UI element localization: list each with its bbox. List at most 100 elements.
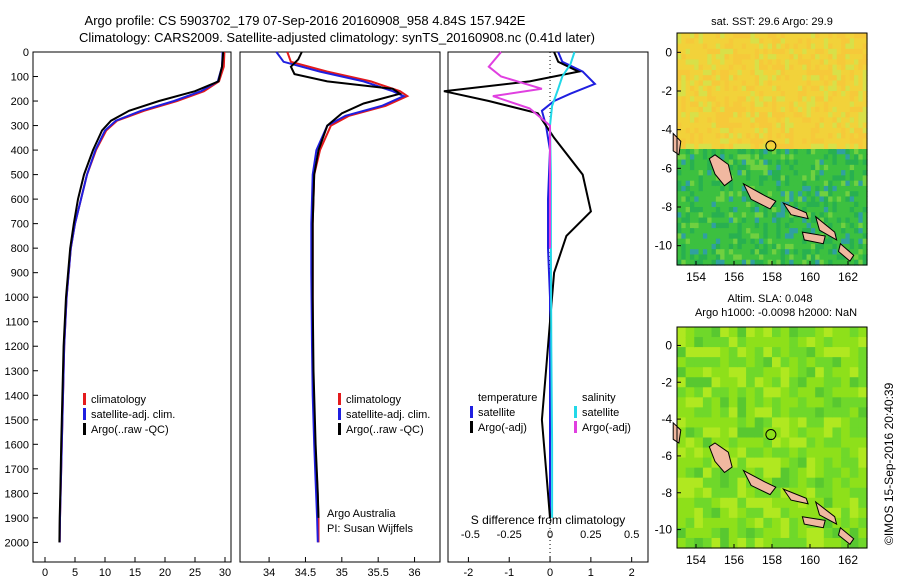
map-cell <box>759 185 764 192</box>
map-cell <box>810 106 816 113</box>
map-cell <box>862 43 868 50</box>
map-cell <box>677 54 682 60</box>
map-cell <box>746 517 756 529</box>
map-cell <box>694 387 704 398</box>
map-cell <box>728 327 739 338</box>
map-cell <box>832 85 838 92</box>
map-cell <box>858 154 864 161</box>
map-cell <box>862 138 868 145</box>
map-cell <box>780 217 786 224</box>
map-cell <box>728 254 734 261</box>
map-cell <box>681 149 687 155</box>
map-cell <box>784 54 790 60</box>
series-line-3 <box>487 51 551 249</box>
map-cell <box>862 175 868 182</box>
map-cell <box>836 170 842 176</box>
map-cell <box>819 212 825 219</box>
map-cell <box>728 133 734 140</box>
map-cell <box>802 180 808 187</box>
map-cell <box>694 159 700 166</box>
map-cell <box>828 170 834 176</box>
map-cell <box>746 259 752 266</box>
map-cell <box>845 238 851 245</box>
map-cell <box>823 75 829 82</box>
map-cell <box>685 337 695 348</box>
map-cell <box>707 112 713 118</box>
difference-panel: -2-1012T difference from climatology-0.5… <box>443 51 649 580</box>
map-cell <box>797 38 803 45</box>
map-cell <box>750 243 756 250</box>
map-cell <box>849 447 859 459</box>
y-tick-label: 300 <box>11 121 29 133</box>
map-cell <box>841 217 847 224</box>
map-cell <box>797 457 808 469</box>
map-cell <box>845 54 851 60</box>
map-cell <box>720 467 730 479</box>
map-cell <box>841 337 851 348</box>
map-cell <box>810 64 816 71</box>
map-cell <box>728 127 734 134</box>
map-cell <box>849 33 855 39</box>
map-cell <box>694 175 700 182</box>
map-cell <box>784 217 790 224</box>
map-cell <box>759 48 764 55</box>
map-cell <box>862 222 868 229</box>
map-cell <box>789 447 799 459</box>
map-cell <box>828 191 834 198</box>
map-cell <box>810 117 816 124</box>
map-cell <box>841 33 847 39</box>
map-cell <box>789 80 795 87</box>
map-cell <box>720 133 726 140</box>
map-cell <box>789 217 795 224</box>
map-cell <box>784 59 790 66</box>
map-cell <box>754 43 760 50</box>
map-cell <box>845 164 851 171</box>
map-cell <box>841 447 851 459</box>
map-cell <box>789 164 795 171</box>
map-cell <box>789 507 799 519</box>
map-cell <box>802 59 808 66</box>
map-cell <box>677 222 682 229</box>
map-cell <box>767 69 773 76</box>
map-cell <box>685 127 691 134</box>
map-cell <box>746 122 752 129</box>
map-cell <box>862 64 868 71</box>
map-cell <box>702 407 713 419</box>
map-cell <box>741 238 747 245</box>
map-cell <box>776 59 782 66</box>
map-cell <box>715 91 721 97</box>
map-cell <box>858 180 864 187</box>
map-cell <box>689 228 695 234</box>
y-tick-label: -2 <box>661 375 672 389</box>
map-cell <box>715 233 721 240</box>
map-cell <box>832 377 842 388</box>
map-cell <box>746 38 752 45</box>
map-cell <box>741 180 747 187</box>
map-cell <box>711 127 717 134</box>
map-cell <box>685 43 691 50</box>
map-cell <box>694 96 700 103</box>
map-cell <box>793 217 799 224</box>
map-cell <box>772 191 777 198</box>
map-cell <box>728 170 734 176</box>
map-cell <box>746 222 752 229</box>
map-cell <box>858 327 868 338</box>
map-cell <box>776 207 782 213</box>
map-cell <box>724 149 730 155</box>
map-cell <box>733 127 739 134</box>
map-cell <box>724 127 730 134</box>
map-cell <box>858 59 864 66</box>
x-tick-label: 35.5 <box>367 567 388 579</box>
map-cell <box>711 238 717 245</box>
map-cell <box>763 133 769 140</box>
map-cell <box>702 75 708 82</box>
map-cell <box>819 207 825 213</box>
map-cell <box>763 164 769 171</box>
map-cell <box>746 238 752 245</box>
map-cell <box>724 228 730 234</box>
map-cell <box>823 467 834 479</box>
map-cell <box>810 180 816 187</box>
map-cell <box>832 517 842 529</box>
map-cell <box>724 54 730 60</box>
map-cell <box>793 249 799 256</box>
